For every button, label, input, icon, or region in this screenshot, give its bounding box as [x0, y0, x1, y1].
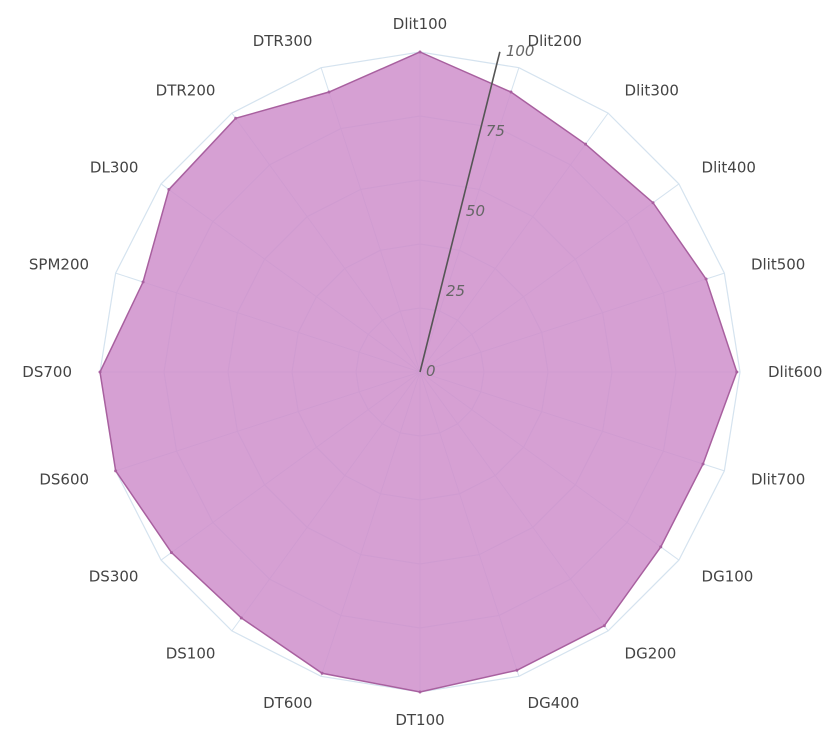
data-point: [141, 280, 145, 284]
category-label: DTR200: [156, 81, 216, 99]
category-label: DT100: [395, 711, 444, 729]
data-point: [735, 370, 739, 374]
data-point: [418, 690, 422, 694]
data-point: [701, 462, 705, 466]
radial-axis: 0 25 50 75 100: [419, 42, 535, 380]
category-label: DG200: [625, 645, 677, 663]
category-label: Dlit100: [393, 15, 447, 33]
category-label: Dlit200: [528, 32, 582, 50]
data-point: [320, 671, 324, 675]
data-point: [114, 469, 118, 473]
category-label: Dlit600: [768, 363, 822, 381]
data-point: [651, 201, 655, 205]
category-label: DG100: [702, 568, 754, 586]
data-point: [167, 188, 171, 192]
category-label: DS100: [166, 645, 216, 663]
category-label: Dlit500: [751, 255, 805, 273]
category-label: DG400: [528, 694, 580, 712]
radial-tick-label: 0: [426, 362, 436, 380]
data-point: [584, 142, 588, 146]
data-point: [515, 668, 519, 672]
data-point: [602, 624, 606, 628]
data-point: [704, 277, 708, 281]
data-point: [234, 116, 238, 120]
series-polygon: [99, 51, 738, 693]
category-label: SPM200: [29, 255, 89, 273]
data-point: [98, 370, 102, 374]
category-label: Dlit700: [751, 471, 805, 489]
radial-axis-line: [419, 51, 501, 373]
category-label: DS300: [89, 568, 139, 586]
category-label: DTR300: [253, 32, 313, 50]
series-area: [98, 50, 739, 694]
data-point: [659, 545, 663, 549]
category-labels: Dlit100 Dlit200 Dlit300 Dlit400 Dlit500 Dlit6…: [22, 15, 822, 729]
category-label: DT600: [263, 694, 312, 712]
radial-tick-label: 100: [506, 42, 535, 60]
category-label: DS600: [39, 471, 89, 489]
category-label: DS700: [22, 363, 72, 381]
data-point: [169, 551, 173, 555]
data-point: [327, 90, 331, 94]
radial-tick-label: 25: [446, 282, 465, 300]
category-label: Dlit400: [702, 158, 756, 176]
radial-tick-label: 50: [466, 202, 485, 220]
data-point: [239, 616, 243, 620]
radial-tick-label: 75: [486, 122, 505, 140]
data-point: [418, 50, 422, 54]
category-label: Dlit300: [625, 81, 679, 99]
category-label: DL300: [90, 158, 139, 176]
data-point: [509, 90, 513, 94]
